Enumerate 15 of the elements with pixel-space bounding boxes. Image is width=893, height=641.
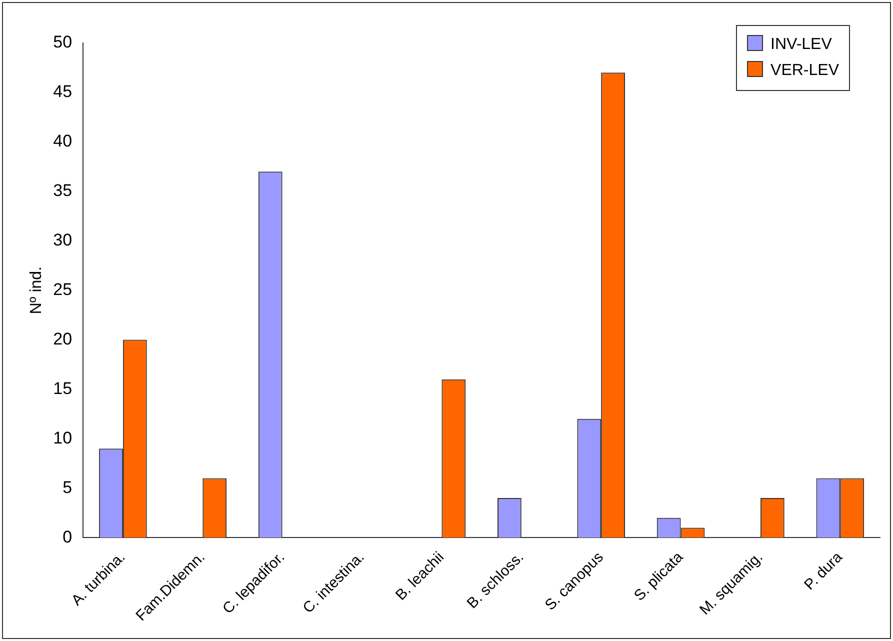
y-tick-label: 20 [53,329,72,348]
y-tick-label: 50 [53,32,72,52]
y-tick-label: 35 [53,181,72,200]
y-tick-label: 25 [53,280,72,299]
legend-label: INV-LEV [770,36,832,53]
y-tick-label: 0 [62,527,72,546]
x-tick-label: P. dura [801,548,846,594]
y-tick-label: 40 [53,132,72,151]
y-tick-label: 5 [62,478,72,497]
y-tick-label: 30 [53,230,72,250]
y-tick-label: 10 [53,428,72,448]
y-tick-label: 15 [53,378,72,398]
legend-label: VER-LEV [770,62,839,79]
y-tick-label: 45 [53,82,72,102]
y-axis-title: Nº ind. [28,266,46,314]
